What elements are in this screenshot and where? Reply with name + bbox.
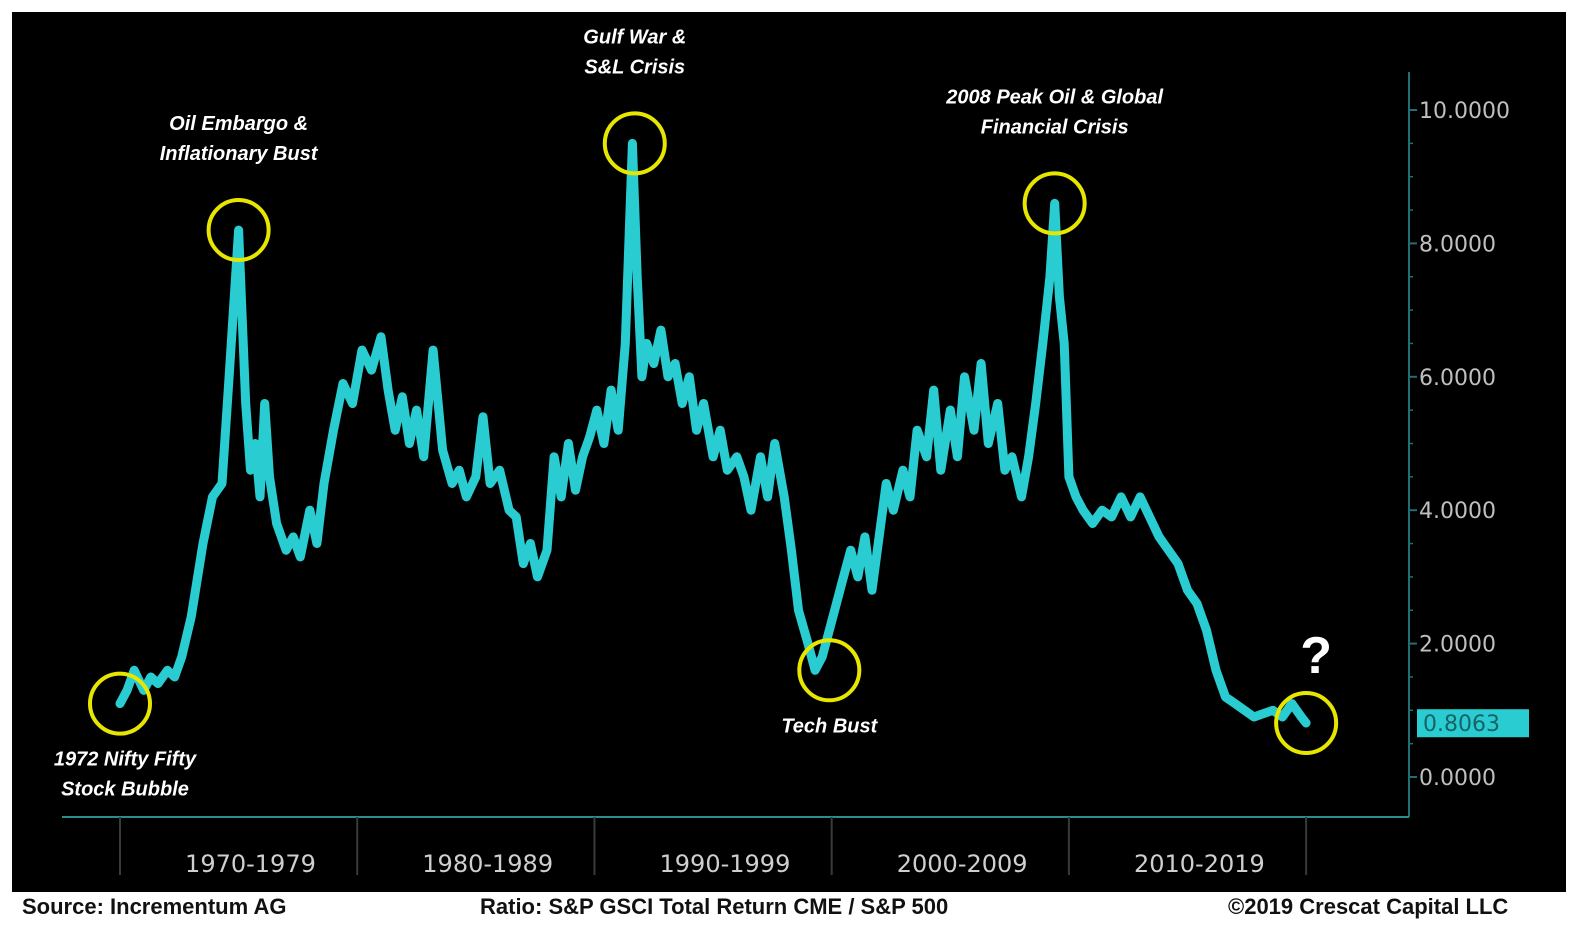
copyright-note: ©2019 Crescat Capital LLC <box>1228 894 1509 919</box>
annotation-label: Gulf War & <box>583 26 686 48</box>
annotation-label: Oil Embargo & <box>169 113 308 135</box>
x-category-label: 1990-1999 <box>660 850 791 878</box>
highlight-circle <box>1274 690 1339 755</box>
series-line <box>115 138 1311 728</box>
last-value-badge <box>1417 709 1529 738</box>
axes: 10.0000 8.0000 6.0000 4.0000 2.0000 0.0000 197… <box>62 72 1529 878</box>
y-tick-label: 8.0000 <box>1419 232 1496 257</box>
highlight-circle <box>1022 171 1087 236</box>
last-value-label: 0.8063 <box>1423 712 1500 737</box>
y-tick-label: 4.0000 <box>1419 499 1496 524</box>
highlight-circle <box>797 638 862 703</box>
highlight-circles <box>88 111 1339 755</box>
ratio-note: Ratio: S&P GSCI Total Return CME / S&P 5… <box>480 894 949 919</box>
source-note: Source: Incrementum AG <box>22 894 287 919</box>
annotation-label: Tech Bust <box>781 715 878 737</box>
highlight-circle <box>206 198 271 263</box>
series-line-group <box>115 138 1311 728</box>
y-tick-label: 6.0000 <box>1419 366 1496 391</box>
highlight-circle <box>602 111 667 176</box>
annotation-label: 1972 Nifty Fifty <box>54 749 197 771</box>
annotation-label: S&L Crisis <box>584 56 685 78</box>
question-mark-annotation: ? <box>1300 627 1332 685</box>
annotation-label: Inflationary Bust <box>160 143 319 165</box>
plot-area: 10.0000 8.0000 6.0000 4.0000 2.0000 0.0000 197… <box>12 12 1566 892</box>
highlight-circle <box>88 671 152 736</box>
x-category-label: 2010-2019 <box>1134 850 1265 878</box>
x-category-label: 1980-1989 <box>422 850 553 878</box>
y-tick-label: 2.0000 <box>1419 633 1496 658</box>
y-tick-label: 10.0000 <box>1419 99 1510 124</box>
annotations: Oil Embargo & Inflationary Bust Gulf War &… <box>54 26 1332 800</box>
x-category-label: 1970-1979 <box>185 850 316 878</box>
annotation-label: Stock Bubble <box>61 779 189 801</box>
annotation-label: 2008 Peak Oil & Global <box>945 86 1163 108</box>
ratio-line-chart: 10.0000 8.0000 6.0000 4.0000 2.0000 0.0000 197… <box>54 26 1529 878</box>
x-category-label: 2000-2009 <box>897 850 1028 878</box>
annotation-label: Financial Crisis <box>981 116 1129 138</box>
y-tick-label: 0.0000 <box>1419 766 1496 791</box>
